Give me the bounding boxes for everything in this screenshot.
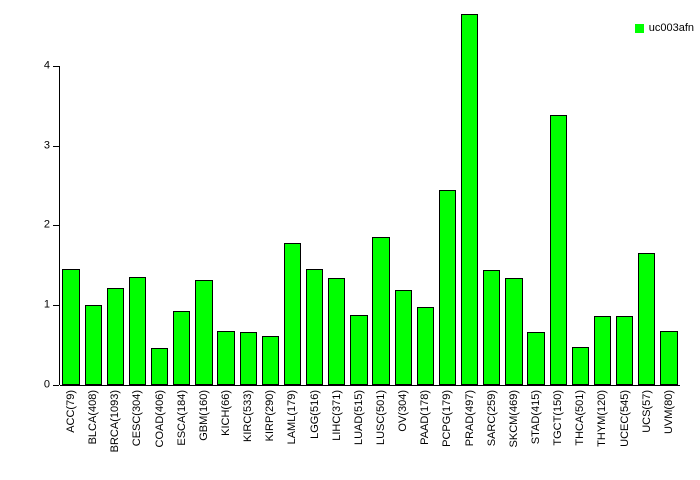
x-tick-label: PAAD(178) — [419, 390, 432, 445]
bar — [660, 330, 678, 385]
x-axis-labels: ACC(79) BLCA(408) BRCA(1093) CESC(304) COAD(… — [60, 388, 680, 480]
bar — [283, 242, 302, 385]
bar — [239, 332, 257, 385]
bar — [173, 310, 191, 385]
bar — [571, 346, 589, 385]
x-tick-label: OV(304) — [397, 390, 410, 432]
x-tick-label: LAML(179) — [286, 390, 299, 445]
y-tick — [53, 225, 59, 227]
x-tick-label: PCPG(179) — [441, 390, 454, 447]
bar — [306, 269, 324, 385]
y-tick — [53, 145, 59, 147]
x-tick-label: CESC(304) — [131, 390, 144, 447]
bar — [350, 314, 368, 385]
x-tick-label: SKCM(469) — [507, 390, 520, 448]
bar — [195, 280, 213, 385]
bar — [505, 278, 523, 385]
x-tick-label: LUAD(515) — [352, 390, 365, 446]
y-axis-line — [59, 65, 60, 385]
x-tick-label: BRCA(1093) — [109, 390, 122, 453]
bar — [483, 270, 501, 385]
bar — [151, 348, 169, 385]
legend-square-swatch-icon — [634, 23, 644, 33]
y-tick-label: 0 — [43, 378, 50, 391]
legend: uc003afn — [634, 22, 694, 34]
x-tick-label: UCEC(545) — [618, 390, 631, 447]
plot-area: 0 1 2 3 4 — [44, 10, 680, 390]
bar — [549, 115, 567, 385]
bar — [217, 330, 235, 385]
bar — [328, 278, 346, 385]
y-tick — [53, 65, 59, 67]
bar — [62, 268, 80, 385]
x-tick-label: THYM(120) — [596, 390, 609, 447]
bar — [128, 277, 147, 385]
bar — [638, 252, 656, 385]
x-tick-label: STAD(415) — [530, 390, 543, 445]
x-tick-label: KIRP(290) — [264, 390, 277, 442]
bar — [261, 336, 279, 385]
x-tick-label: GBM(160) — [197, 390, 210, 441]
x-tick-label: LGG(516) — [308, 390, 321, 439]
x-tick-label: UCS(57) — [640, 390, 653, 433]
y-tick — [53, 305, 59, 307]
x-tick-label: SARC(259) — [485, 390, 498, 447]
y-tick-label: 2 — [43, 218, 50, 231]
bar — [416, 306, 434, 385]
x-tick-label: LIHC(371) — [330, 390, 343, 441]
y-tick-label: 1 — [43, 298, 50, 311]
y-tick-label: 3 — [43, 139, 50, 152]
bar — [84, 305, 102, 385]
y-tick-label: 4 — [43, 59, 50, 72]
legend-label: uc003afn — [648, 22, 694, 34]
x-tick-label: ACC(79) — [65, 390, 78, 433]
x-tick-label: BLCA(408) — [87, 390, 100, 445]
bar — [616, 316, 634, 385]
bar — [372, 237, 390, 385]
x-tick-label: ESCA(184) — [175, 390, 188, 446]
bar — [461, 14, 479, 385]
x-tick-label: TGCT(150) — [552, 390, 565, 446]
x-tick-label: UVM(80) — [662, 390, 675, 435]
bar — [106, 288, 124, 385]
x-tick-label: PRAD(497) — [463, 390, 476, 447]
bar — [438, 190, 457, 385]
y-tick — [53, 385, 59, 386]
bar — [593, 316, 612, 385]
x-tick-label: COAD(406) — [153, 390, 166, 448]
bar — [527, 332, 545, 385]
x-tick-label: LUSC(501) — [375, 390, 388, 446]
x-tick-label: KIRC(533) — [242, 390, 255, 442]
bar — [394, 290, 412, 385]
x-tick-label: THCA(501) — [574, 390, 587, 446]
x-tick-label: KICH(66) — [220, 390, 233, 436]
